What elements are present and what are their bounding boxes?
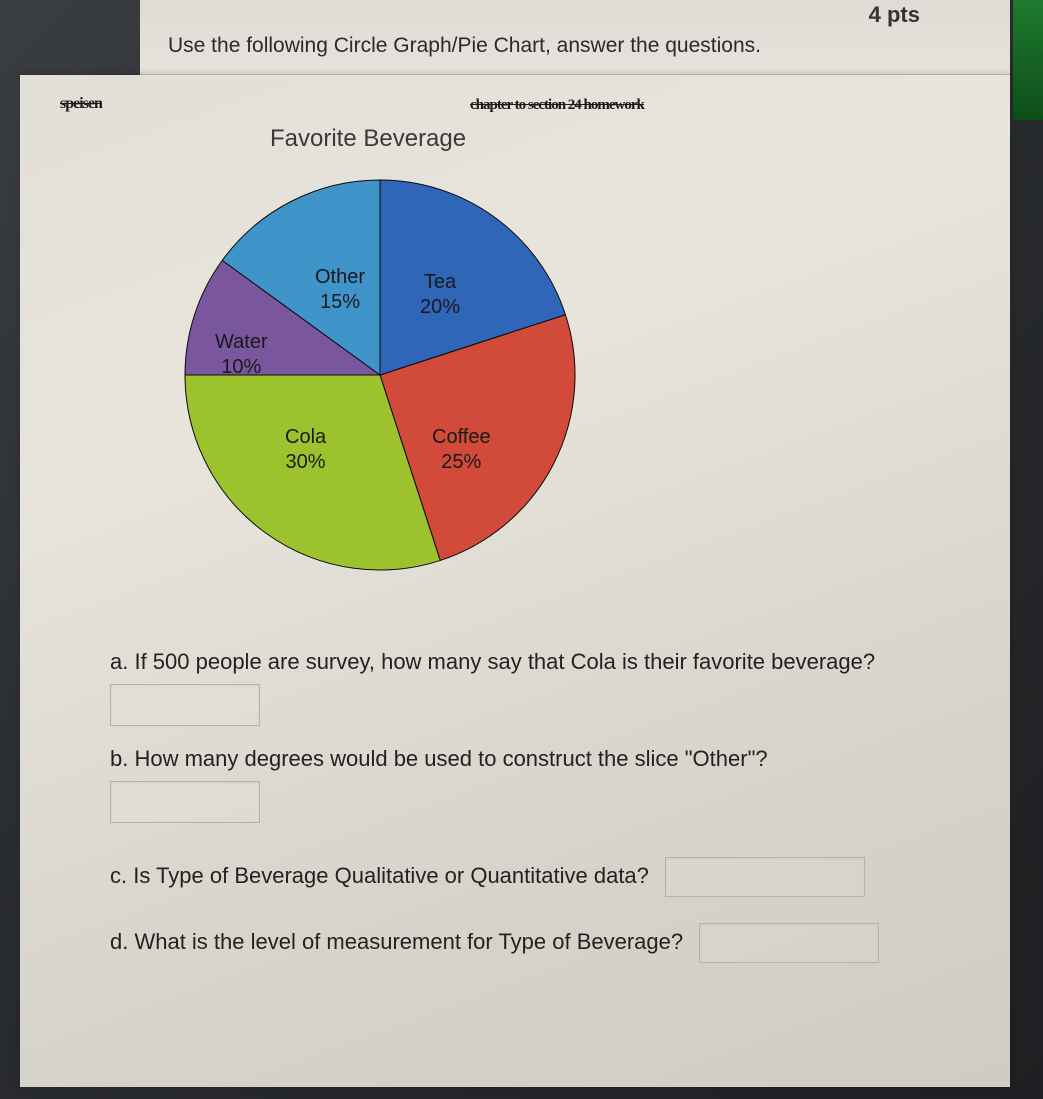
scribble-left: speisen bbox=[60, 95, 102, 113]
pie-svg bbox=[180, 175, 580, 575]
question-a: a. If 500 people are survey, how many sa… bbox=[110, 645, 970, 726]
chart-title: Favorite Beverage bbox=[270, 125, 466, 153]
question-d-text: d. What is the level of measurement for … bbox=[110, 929, 683, 954]
pie-chart: Tea20%Coffee25%Cola30%Water10%Other15% bbox=[180, 175, 580, 575]
points-label: 4 pts bbox=[869, 2, 920, 28]
page-edge-green bbox=[1013, 0, 1043, 120]
paper-top-strip: 4 pts Use the following Circle Graph/Pie… bbox=[140, 0, 1010, 75]
answer-box-c[interactable] bbox=[665, 857, 865, 897]
answer-box-d[interactable] bbox=[699, 923, 879, 963]
scribble-right: chapter to section 24 homework bbox=[470, 97, 644, 114]
question-c-text: c. Is Type of Beverage Qualitative or Qu… bbox=[110, 863, 649, 888]
question-c: c. Is Type of Beverage Qualitative or Qu… bbox=[110, 857, 970, 897]
worksheet-paper: speisen chapter to section 24 homework F… bbox=[20, 75, 1010, 1087]
instruction-text: Use the following Circle Graph/Pie Chart… bbox=[168, 34, 982, 58]
question-b: b. How many degrees would be used to con… bbox=[110, 742, 970, 823]
answer-box-a[interactable] bbox=[110, 684, 260, 726]
questions-block: a. If 500 people are survey, how many sa… bbox=[110, 645, 970, 979]
question-a-text: a. If 500 people are survey, how many sa… bbox=[110, 649, 875, 674]
question-d: d. What is the level of measurement for … bbox=[110, 923, 970, 963]
question-b-text: b. How many degrees would be used to con… bbox=[110, 746, 768, 771]
answer-box-b[interactable] bbox=[110, 781, 260, 823]
